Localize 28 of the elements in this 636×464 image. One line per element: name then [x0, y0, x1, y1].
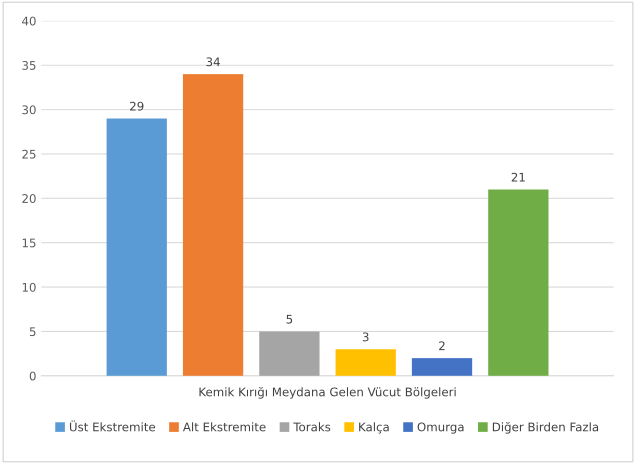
bar — [259, 331, 320, 376]
y-tick-label: 30 — [22, 105, 36, 114]
y-tick-label: 5 — [30, 327, 36, 336]
y-tick-label: 25 — [22, 150, 36, 159]
y-tick-label: 35 — [22, 60, 36, 70]
y-tick-label: 20 — [22, 194, 36, 204]
bar — [488, 189, 548, 376]
bar — [106, 118, 167, 376]
data-label: 21 — [512, 172, 525, 182]
y-tick-label: 15 — [22, 238, 36, 248]
data-label: 5 — [286, 314, 292, 324]
bar — [412, 358, 472, 376]
y-tick-label: 10 — [22, 282, 36, 292]
legend-label: Diğer Birden Fazla — [492, 422, 598, 434]
data-label: 2 — [439, 341, 445, 350]
x-axis-title: Kemik Kırığı Meydana Gelen Vücut Bölgeleri — [199, 386, 456, 399]
legend-label: Kalça — [359, 422, 389, 434]
legend-label: Alt Ekstremite — [182, 422, 266, 432]
legend-label: Omurga — [418, 422, 464, 434]
data-label: 3 — [362, 332, 369, 342]
bar — [182, 74, 244, 376]
y-tick-label: 0 — [30, 372, 36, 380]
legend-label: Üst Ekstremite — [70, 420, 156, 432]
bar — [336, 349, 396, 376]
legend-label: Toraks — [293, 422, 330, 432]
data-label: 29 — [130, 102, 144, 111]
data-label: 34 — [206, 57, 220, 66]
y-tick-label: 40 — [22, 16, 36, 26]
